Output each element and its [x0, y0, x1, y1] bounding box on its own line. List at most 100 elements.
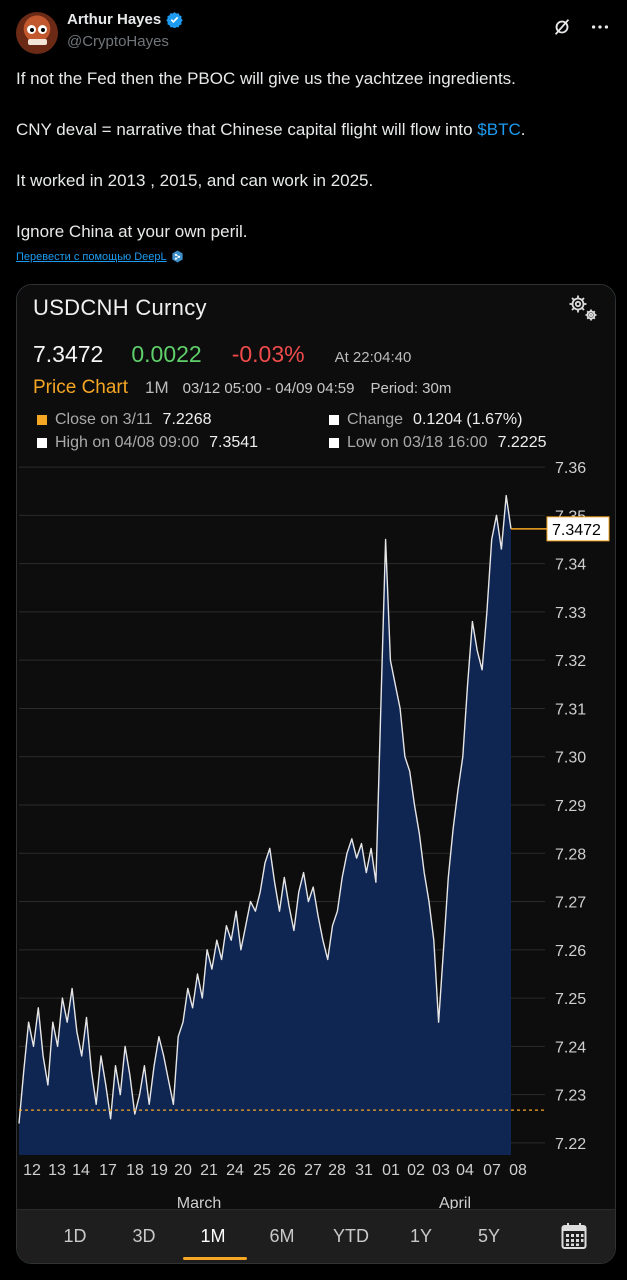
- price-area: [19, 495, 511, 1156]
- y-tick-label: 7.25: [555, 991, 586, 1008]
- y-tick-label: 7.26: [555, 943, 586, 960]
- stat-close: Close on 3/11 7.2268: [37, 411, 211, 429]
- grok-icon[interactable]: [551, 16, 573, 38]
- timeframe-5y[interactable]: 5Y: [477, 1226, 501, 1246]
- stat-low: Low on 03/18 16:00 7.2225: [329, 434, 547, 452]
- timeframe-6m[interactable]: 6M: [269, 1226, 295, 1246]
- price-chart-header: Price Chart 1M 03/12 05:00 - 04/09 04:59…: [33, 377, 451, 399]
- timeframe-3d[interactable]: 3D: [132, 1226, 156, 1246]
- tweet-paragraph: Ignore China at your own peril.: [16, 222, 248, 241]
- x-tick-label: 21: [200, 1162, 218, 1175]
- translate-link-text[interactable]: Перевести с помощью DeepL: [16, 250, 167, 263]
- timeframe-1d[interactable]: 1D: [63, 1226, 87, 1246]
- x-tick-label: 02: [407, 1162, 425, 1175]
- x-tick-label: 27: [304, 1162, 322, 1175]
- high-legend-square: [37, 438, 47, 448]
- x-tick-label: 04: [456, 1162, 474, 1175]
- y-tick-label: 7.24: [555, 1039, 586, 1056]
- timeframe-1m[interactable]: 1M: [200, 1226, 226, 1246]
- x-tick-label: 03: [432, 1162, 450, 1175]
- avatar[interactable]: [16, 12, 58, 54]
- settings-gears-icon[interactable]: [565, 292, 601, 324]
- tweet-paragraph-text: CNY deval = narrative that Chinese capit…: [16, 120, 473, 139]
- percent-change: -0.03%: [231, 341, 305, 367]
- chart-period: 1M: [145, 378, 169, 397]
- instrument-title: USDCNH Curncy: [33, 295, 207, 320]
- month-label: April: [438, 1195, 471, 1212]
- stat-low-label: Low on 03/18 16:00: [347, 434, 488, 451]
- y-tick-label: 7.29: [555, 798, 586, 815]
- stat-low-value: 7.2225: [497, 434, 547, 451]
- quote-row: 7.3472 0.0022 -0.03% At 22:04:40: [33, 341, 411, 368]
- attached-image[interactable]: USDCNH Curncy 7.3472 0.0022 -0.03% At 22…: [16, 284, 616, 1264]
- change-legend-square: [329, 415, 339, 425]
- tweet-header: Arthur Hayes @CryptoHayes: [16, 10, 611, 54]
- y-tick-label: 7.31: [555, 701, 586, 718]
- x-tick-label: 13: [48, 1162, 66, 1175]
- x-tick-label: 28: [328, 1162, 346, 1175]
- net-change: 0.0022: [131, 341, 202, 367]
- verified-badge-icon: [166, 12, 183, 28]
- y-tick-label: 7.22: [555, 1136, 586, 1153]
- price-line: [18, 494, 512, 1124]
- chart-date-range: 03/12 05:00 - 04/09 04:59: [182, 380, 355, 397]
- tweet-paragraph: CNY deval = narrative that Chinese capit…: [16, 118, 611, 142]
- stat-close-label: Close on 3/11: [55, 411, 153, 428]
- last-price-box: [546, 516, 610, 542]
- x-tick-label: 12: [23, 1162, 41, 1175]
- tweet-paragraph-suffix: .: [520, 120, 526, 139]
- low-legend-square: [329, 438, 339, 448]
- more-icon[interactable]: [589, 16, 611, 38]
- x-tick-label: 26: [278, 1162, 296, 1175]
- stat-close-value: 7.2268: [162, 411, 212, 428]
- y-tick-label: 7.27: [555, 895, 586, 912]
- timeframe-1y[interactable]: 1Y: [409, 1226, 433, 1246]
- y-tick-label: 7.23: [555, 1088, 586, 1105]
- x-tick-label: 14: [72, 1162, 90, 1175]
- timeframe-ytd[interactable]: YTD: [333, 1226, 369, 1246]
- stat-change: Change 0.1204 (1.67%): [329, 411, 522, 429]
- price-chart-svg: 7.367.357.347.337.327.317.307.297.287.27…: [18, 460, 610, 1175]
- tweet-paragraph: It worked in 2013 , 2015, and can work i…: [16, 171, 374, 190]
- stat-change-label: Change: [347, 411, 404, 428]
- x-tick-label: 20: [174, 1162, 192, 1175]
- x-tick-label: 01: [382, 1162, 400, 1175]
- timeframe-bar: 1D 3D 1M 6M YTD 1Y 5Y: [17, 1209, 615, 1263]
- stat-high: High on 04/08 09:00 7.3541: [37, 434, 258, 452]
- x-tick-label: 18: [126, 1162, 144, 1175]
- y-tick-label: 7.34: [555, 557, 586, 574]
- x-tick-label: 24: [226, 1162, 244, 1175]
- author-name[interactable]: Arthur Hayes: [67, 11, 162, 28]
- tweet-text: If not the Fed then the PBOC will give u…: [16, 67, 611, 271]
- x-tick-label: 07: [483, 1162, 501, 1175]
- y-tick-label: 7.28: [555, 846, 586, 863]
- x-tick-label: 31: [355, 1162, 373, 1175]
- btc-cashtag-link[interactable]: $BTC: [477, 120, 521, 139]
- stat-high-value: 7.3541: [209, 434, 259, 451]
- price-chart-title: Price Chart: [33, 377, 129, 398]
- y-tick-label: 7.36: [555, 460, 586, 477]
- x-tick-label: 25: [253, 1162, 271, 1175]
- last-price-label: 7.3472: [552, 522, 601, 539]
- translate-link[interactable]: Перевести с помощью DeepL: [16, 250, 184, 263]
- x-tick-label: 17: [99, 1162, 117, 1175]
- tweet-paragraph: If not the Fed then the PBOC will give u…: [16, 69, 516, 88]
- author-handle[interactable]: @CryptoHayes: [67, 33, 169, 50]
- y-tick-label: 7.33: [555, 605, 586, 622]
- close-legend-square: [37, 415, 47, 425]
- deepl-icon: [172, 250, 183, 263]
- x-tick-label: 19: [150, 1162, 168, 1175]
- active-timeframe-underline: [183, 1257, 247, 1260]
- y-tick-label: 7.32: [555, 653, 586, 670]
- x-tick-label: 08: [509, 1162, 527, 1175]
- calendar-icon[interactable]: [561, 1222, 587, 1250]
- stat-change-value: 0.1204 (1.67%): [413, 411, 523, 428]
- author-name-row: Arthur Hayes: [67, 11, 183, 28]
- month-label: March: [176, 1195, 222, 1212]
- chart-interval: Period: 30m: [370, 380, 452, 397]
- quote-timestamp: At 22:04:40: [334, 349, 412, 366]
- last-price: 7.3472: [33, 341, 104, 367]
- stat-high-label: High on 04/08 09:00: [55, 434, 200, 451]
- y-tick-label: 7.30: [555, 750, 586, 767]
- price-chart[interactable]: 7.367.357.347.337.327.317.307.297.287.27…: [17, 455, 615, 1212]
